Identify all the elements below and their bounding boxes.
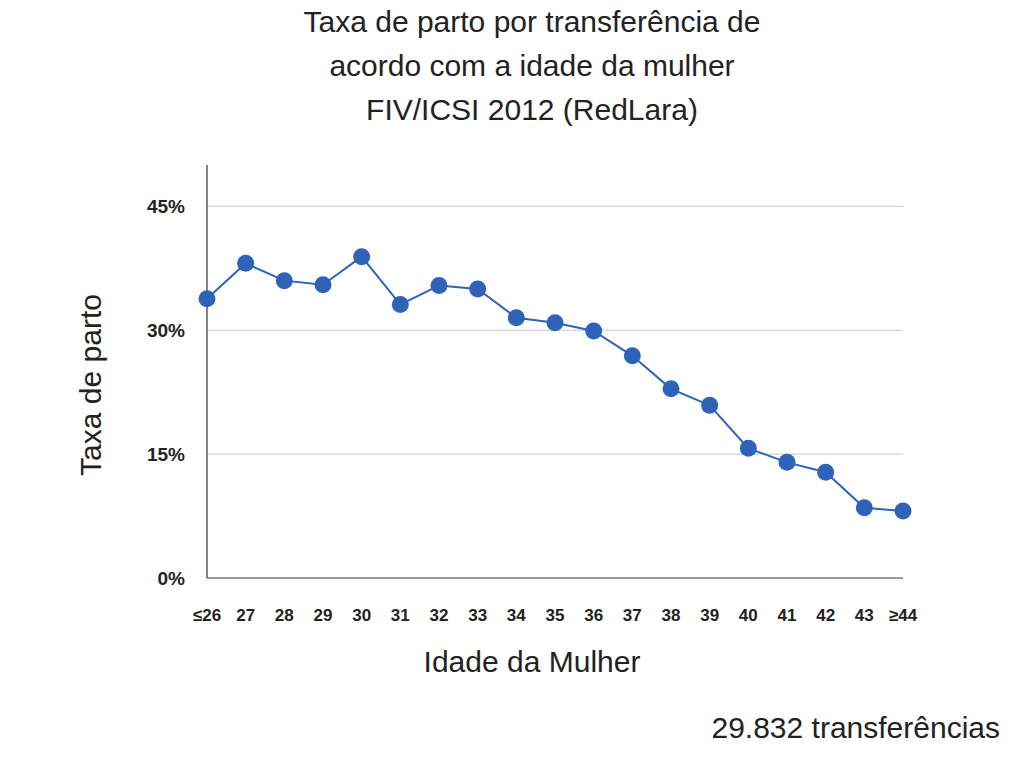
data-point xyxy=(817,464,834,481)
title: Taxa de parto por transferência de acordo… xyxy=(304,5,761,126)
x-tick-label: 41 xyxy=(778,606,797,625)
grid xyxy=(207,206,903,454)
data-point xyxy=(508,309,525,326)
title-line: acordo com a idade da mulher xyxy=(329,49,734,82)
x-tick-label: 36 xyxy=(584,606,603,625)
x-tick-label: 42 xyxy=(816,606,835,625)
title-line: Taxa de parto por transferência de xyxy=(304,5,761,38)
x-axis-label: Idade da Mulher xyxy=(424,645,641,678)
x-tick-label: 31 xyxy=(391,606,410,625)
data-point xyxy=(276,272,293,289)
chart-root: Taxa de parto por transferência de acordo… xyxy=(0,0,1024,768)
data-point xyxy=(199,290,216,307)
data-point xyxy=(779,454,796,471)
data-point xyxy=(547,314,564,331)
y-tick-label: 15% xyxy=(147,444,185,465)
data-point xyxy=(895,503,912,520)
x-tick-label: 34 xyxy=(507,606,526,625)
data-point xyxy=(740,440,757,457)
data-point xyxy=(431,277,448,294)
x-tick-label: 43 xyxy=(855,606,874,625)
data-point xyxy=(237,255,254,272)
grid-line xyxy=(207,206,903,207)
x-tick-label: 30 xyxy=(352,606,371,625)
x-tick-label: 40 xyxy=(739,606,758,625)
data-point xyxy=(585,323,602,340)
data-point xyxy=(392,296,409,313)
data-point xyxy=(663,380,680,397)
y-tick-label: 0% xyxy=(158,568,186,589)
data-point xyxy=(856,499,873,516)
y-tick-label: 30% xyxy=(147,320,185,341)
data-line xyxy=(207,257,903,511)
data-point xyxy=(315,276,332,293)
x-axis-line xyxy=(207,577,903,578)
x-tick-label: 33 xyxy=(468,606,487,625)
data-group xyxy=(199,248,912,519)
y-axis-label: Taxa de parto xyxy=(74,294,107,476)
x-tick-label: 35 xyxy=(546,606,565,625)
grid-line xyxy=(207,454,903,455)
annotation: 29.832 transferências xyxy=(711,711,1000,744)
x-tick-label: ≤26 xyxy=(193,606,221,625)
data-point xyxy=(469,280,486,297)
x-tick-label: 29 xyxy=(314,606,333,625)
y-axis-line xyxy=(206,165,207,578)
data-point xyxy=(701,397,718,414)
data-point xyxy=(353,248,370,265)
y-tick-label: 45% xyxy=(147,196,185,217)
x-tick-label: 32 xyxy=(430,606,449,625)
data-point xyxy=(624,347,641,364)
x-tick-label: ≥44 xyxy=(889,606,918,625)
title-line: FIV/ICSI 2012 (RedLara) xyxy=(366,93,698,126)
x-tick-label: 28 xyxy=(275,606,294,625)
x-tick-label: 38 xyxy=(662,606,681,625)
x-tick-label: 27 xyxy=(236,606,255,625)
chart-svg: Taxa de parto por transferência de acordo… xyxy=(0,0,1024,768)
x-tick-label: 37 xyxy=(623,606,642,625)
x-tick-label: 39 xyxy=(700,606,719,625)
